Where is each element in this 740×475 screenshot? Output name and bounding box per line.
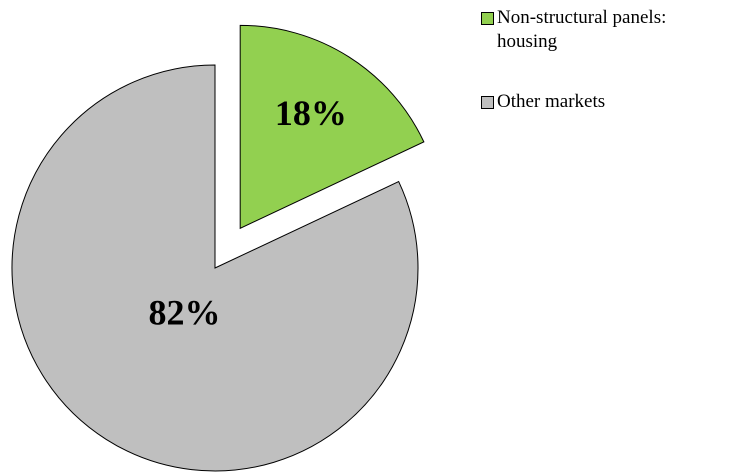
data-label: 82% [149, 292, 221, 332]
legend-label: Other markets [497, 91, 606, 112]
legend-swatch [481, 96, 494, 109]
pie-slice [239, 24, 425, 230]
legend-label: Non-structural panels: housing [497, 7, 667, 52]
legend-item: Non-structural panels: housing [481, 6, 731, 54]
pie-slice [11, 64, 419, 472]
legend-swatch [481, 12, 494, 25]
data-label: 18% [275, 93, 347, 133]
legend: Non-structural panels: housing Other mark… [481, 6, 731, 150]
legend-item: Other markets [481, 90, 731, 114]
pie-area: 18% 82% [11, 24, 425, 472]
